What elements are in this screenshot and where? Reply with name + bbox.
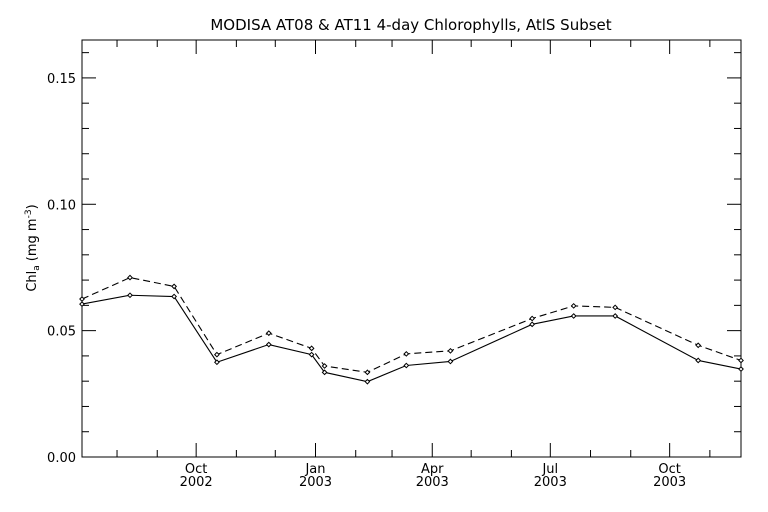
y-axis-label-subscript: a bbox=[32, 265, 42, 271]
data-point bbox=[364, 378, 371, 385]
x-tick-year-label: 2003 bbox=[653, 475, 686, 490]
y-tick-label: 0.00 bbox=[47, 451, 76, 466]
data-point bbox=[695, 357, 702, 364]
data-point bbox=[403, 362, 410, 369]
x-tick-year-label: 2003 bbox=[534, 475, 567, 490]
data-point bbox=[265, 330, 272, 337]
x-tick-month-label: Jul bbox=[541, 462, 558, 477]
data-point bbox=[364, 369, 371, 376]
data-point bbox=[308, 351, 315, 358]
data-point bbox=[612, 313, 619, 319]
ticks-layer bbox=[82, 40, 741, 458]
x-tick-month-label: Jan bbox=[304, 462, 325, 477]
y-tick-label: 0.15 bbox=[47, 72, 76, 87]
chart-title: MODISA AT08 & AT11 4-day Chlorophylls, A… bbox=[210, 16, 611, 34]
data-point bbox=[529, 315, 536, 322]
x-tick-year-label: 2002 bbox=[180, 475, 213, 490]
data-point bbox=[321, 363, 328, 369]
data-point bbox=[447, 358, 454, 365]
data-point bbox=[214, 359, 220, 366]
y-axis-label-unit: (mg m bbox=[25, 218, 40, 261]
series-line-dashed bbox=[81, 276, 742, 373]
x-tick-year-label: 2003 bbox=[416, 475, 449, 490]
data-point bbox=[612, 304, 619, 311]
labels-layer: 0.000.050.100.15Oct2002Jan2003Apr2003Jul… bbox=[47, 72, 686, 490]
data-point bbox=[127, 274, 133, 281]
y-axis-label-exponent: -3 bbox=[24, 209, 34, 218]
data-point bbox=[529, 321, 536, 328]
x-tick-month-label: Oct bbox=[658, 462, 680, 477]
data-point bbox=[447, 347, 454, 354]
data-point bbox=[570, 302, 577, 309]
data-point bbox=[321, 369, 328, 376]
series-line-solid bbox=[81, 294, 742, 383]
y-axis-label: Chla (mg m-3) bbox=[24, 204, 42, 291]
data-point bbox=[171, 293, 178, 300]
data-point bbox=[570, 313, 577, 319]
x-tick-month-label: Apr bbox=[421, 462, 444, 477]
y-tick-label: 0.05 bbox=[47, 325, 76, 340]
data-point bbox=[265, 341, 272, 348]
data-point bbox=[695, 342, 702, 349]
data-point bbox=[127, 292, 133, 299]
data-point bbox=[214, 351, 220, 358]
data-point bbox=[79, 296, 85, 302]
x-tick-month-label: Oct bbox=[185, 462, 207, 477]
data-point bbox=[79, 301, 85, 308]
x-tick-year-label: 2003 bbox=[299, 475, 332, 490]
y-axis-label-close: ) bbox=[25, 204, 40, 209]
y-tick-label: 0.10 bbox=[47, 198, 76, 213]
data-point bbox=[403, 350, 410, 357]
data-point bbox=[308, 345, 315, 352]
data-point bbox=[738, 366, 744, 372]
data-point bbox=[738, 357, 744, 364]
data-point bbox=[171, 283, 178, 290]
plot-frame bbox=[81, 39, 742, 458]
series-layer bbox=[79, 274, 744, 385]
y-axis-label-main: Chl bbox=[25, 271, 40, 292]
